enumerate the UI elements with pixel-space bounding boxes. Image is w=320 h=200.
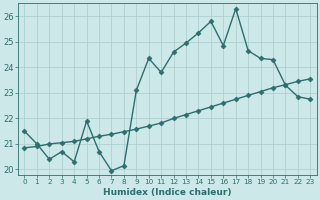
X-axis label: Humidex (Indice chaleur): Humidex (Indice chaleur) xyxy=(103,188,232,197)
